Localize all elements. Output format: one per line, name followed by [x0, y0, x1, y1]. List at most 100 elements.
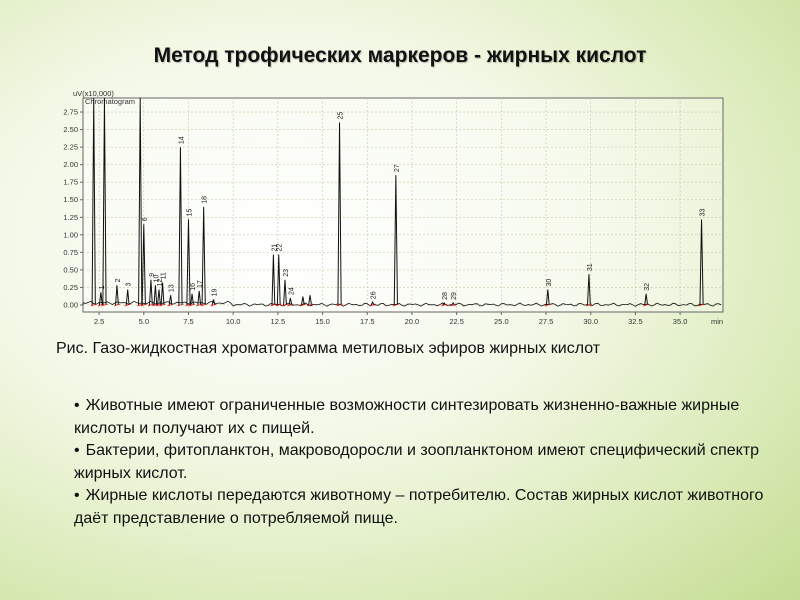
peak-baseline-mark — [698, 303, 705, 307]
peak-baseline-mark — [643, 303, 650, 307]
peak-label: 32 — [644, 283, 651, 291]
peak-label: 28 — [442, 292, 449, 300]
peak-baseline-mark — [124, 303, 131, 307]
peak-baseline-mark — [188, 303, 196, 307]
peak-label: 22 — [277, 244, 284, 252]
peak-baseline-mark — [449, 303, 457, 307]
y-tick-label: 1.00 — [63, 230, 78, 239]
peak-baseline-mark — [369, 303, 376, 307]
peak-baseline-mark — [90, 303, 97, 307]
peak-label: 25 — [338, 112, 345, 120]
x-tick-label: 10.0 — [226, 317, 241, 326]
peak-label: 15 — [186, 208, 193, 216]
peak-baseline-mark — [101, 303, 108, 307]
peak — [644, 293, 649, 306]
y-tick-label: 1.75 — [63, 178, 78, 187]
bullet-text: Животные имеют ограниченные возможности … — [74, 397, 740, 437]
peak — [91, 97, 96, 305]
peak-label: 14 — [178, 136, 185, 144]
peak-label: 30 — [546, 279, 553, 287]
peak-baseline-mark — [275, 303, 282, 307]
peak-baseline-mark — [270, 303, 277, 307]
peak — [153, 285, 158, 306]
peak — [393, 175, 398, 305]
peak — [276, 254, 281, 305]
y-tick-label: 2.50 — [63, 125, 78, 134]
peak — [211, 299, 216, 306]
y-tick-label: 1.50 — [63, 195, 78, 204]
peak-label: 24 — [288, 287, 295, 295]
peak-label: 1 — [99, 285, 106, 289]
peak-baseline-mark — [306, 303, 314, 307]
legend-label: Chromatogram — [85, 97, 135, 106]
peak-baseline-mark — [200, 303, 207, 307]
peak-label: 16 — [190, 283, 197, 291]
y-tick-label: 0.75 — [63, 248, 78, 257]
peak — [271, 254, 276, 305]
peak-label: 10 — [153, 274, 160, 282]
x-tick-label: 2.5 — [94, 317, 104, 326]
x-unit-label: min — [711, 317, 723, 326]
x-tick-label: 7.5 — [183, 317, 193, 326]
peak-label: 29 — [451, 292, 458, 300]
peak-label: 33 — [700, 208, 707, 216]
x-tick-label: 17.5 — [360, 317, 375, 326]
bullet-text: Бактерии, фитопланктон, макроводоросли и… — [74, 442, 760, 482]
peak — [149, 279, 153, 306]
peak-baseline-mark — [585, 303, 593, 307]
y-tick-label: 2.00 — [63, 160, 78, 169]
peak-label: 19 — [212, 288, 219, 296]
peak-baseline-mark — [167, 303, 174, 307]
peak — [308, 295, 312, 306]
peak-baseline-mark — [113, 303, 121, 307]
peak — [141, 224, 146, 305]
peak — [545, 289, 550, 306]
peak-label: 13 — [169, 284, 176, 292]
x-tick-label: 30.0 — [583, 317, 598, 326]
peak — [190, 293, 194, 306]
bullet-item: • Жирные кислоты передаются животному – п… — [74, 485, 764, 530]
peak-label: 6 — [142, 217, 149, 221]
peak-label: 11 — [161, 272, 168, 279]
peak — [186, 219, 191, 305]
peak — [587, 274, 591, 306]
peak — [178, 147, 183, 305]
bullet-text: Жирные кислоты передаются животному – по… — [74, 487, 764, 527]
peak-label: 31 — [587, 263, 594, 271]
peak — [115, 285, 119, 306]
peak — [160, 282, 165, 306]
y-tick-label: 1.25 — [63, 213, 78, 222]
peak — [288, 297, 293, 306]
bullet-list: • Животные имеют ограниченные возможности… — [74, 395, 764, 530]
x-tick-label: 15.0 — [315, 317, 330, 326]
x-tick-label: 35.0 — [673, 317, 688, 326]
figure-caption: Рис. Газо-жидкостная хроматограмма метил… — [56, 340, 601, 357]
x-tick-label: 5.0 — [139, 317, 149, 326]
x-tick-label: 32.5 — [628, 317, 643, 326]
peak — [197, 290, 202, 306]
peak-baseline-mark — [336, 303, 343, 307]
peak-label: 26 — [371, 291, 378, 299]
x-tick-label: 25.0 — [494, 317, 509, 326]
peak-label: 12 — [157, 279, 164, 287]
peak-baseline-mark — [159, 303, 166, 307]
peak-baseline-mark — [281, 303, 289, 307]
x-tick-label: 12.5 — [271, 317, 286, 326]
y-tick-label: 0.25 — [63, 283, 78, 292]
peak-baseline-mark — [140, 303, 147, 307]
peak-label: 9 — [149, 273, 156, 277]
peak-label: 17 — [197, 280, 204, 288]
peak — [300, 296, 305, 306]
bullet-item: • Бактерии, фитопланктон, макроводоросли … — [74, 440, 764, 485]
peak-label: 27 — [394, 164, 401, 172]
peak-baseline-mark — [392, 303, 399, 307]
bullet-item: • Животные имеют ограниченные возможности… — [74, 395, 764, 440]
y-tick-label: 2.25 — [63, 143, 78, 152]
peak — [699, 219, 704, 305]
peak-baseline-mark — [210, 303, 217, 307]
peak — [157, 289, 161, 306]
peak-label: 18 — [202, 196, 209, 204]
y-tick-label: 2.75 — [63, 108, 78, 117]
peak-baseline-mark — [544, 303, 551, 307]
peak-baseline-mark — [196, 303, 203, 307]
